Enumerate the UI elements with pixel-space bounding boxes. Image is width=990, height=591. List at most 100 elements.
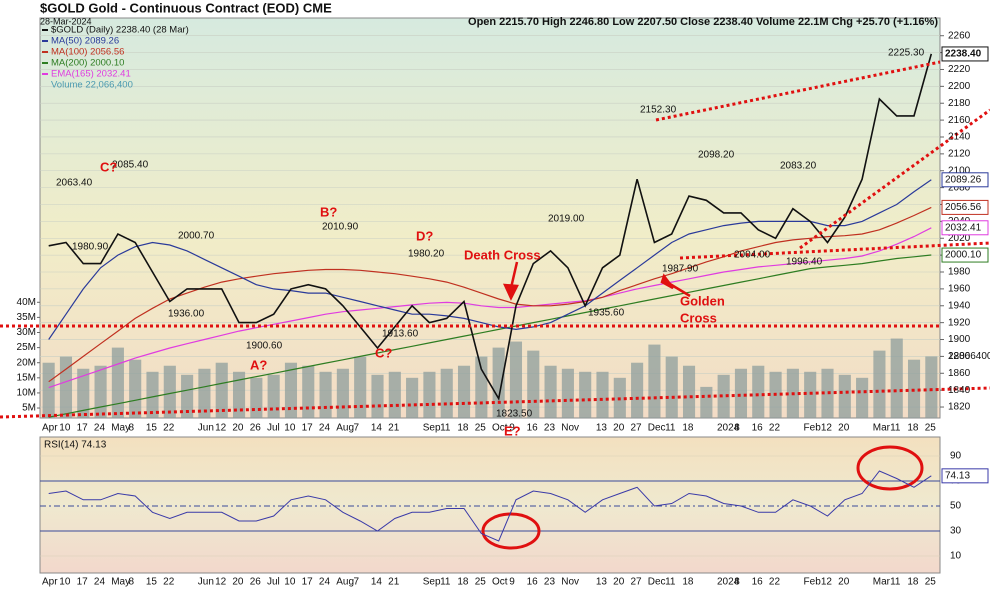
x-tick-label: May: [111, 423, 130, 434]
volume-last-label: 22066400: [948, 351, 990, 362]
rsi-tick-label: 10: [950, 551, 962, 562]
legend-entry: MA(200) 2000.10: [51, 58, 124, 69]
volume-bar: [596, 371, 609, 418]
x-tick-label: 8: [734, 423, 740, 434]
volume-bar: [925, 356, 938, 418]
volume-bar: [77, 368, 90, 418]
x-tick-label: 20: [838, 577, 850, 588]
x-tick-label: 23: [544, 423, 556, 434]
x-tick-label: Oct: [492, 423, 508, 434]
x-tick-label: 17: [302, 577, 314, 588]
volume-bar: [111, 347, 124, 418]
x-tick-label: 26: [250, 577, 262, 588]
volume-bar: [267, 374, 280, 418]
x-tick-label: 8: [734, 577, 740, 588]
x-tick-label: 27: [630, 423, 642, 434]
x-tick-label: 16: [527, 423, 539, 434]
volume-tick-label: 35M: [17, 312, 36, 323]
last-value-label: 2238.40: [945, 49, 982, 60]
rsi-line: [48, 470, 932, 542]
x-tick-label: 9: [509, 423, 515, 434]
x-tick-label: 21: [388, 577, 400, 588]
price-annotation: 2098.20: [698, 150, 735, 161]
annotation-label: A?: [250, 357, 267, 372]
rsi-tick-label: 30: [950, 526, 962, 537]
series-line: [48, 206, 932, 383]
y-tick-label: 1880: [948, 351, 971, 362]
price-annotation: 1935.60: [588, 308, 625, 319]
last-value-box: [941, 199, 989, 215]
x-tick-label: 18: [682, 577, 694, 588]
rsi-tick-label: 50: [950, 501, 962, 512]
legend-swatch: [42, 40, 48, 42]
annotation-label: E?: [504, 423, 521, 438]
volume-bar: [648, 344, 661, 418]
rsi-panel: [39, 436, 941, 574]
x-tick-label: 11: [890, 577, 901, 588]
last-value-box: [941, 247, 989, 263]
x-tick-label: Feb: [804, 577, 822, 588]
x-tick-label: 22: [163, 423, 175, 434]
x-tick-label: 24: [319, 577, 331, 588]
x-tick-label: 18: [907, 423, 919, 434]
last-value-label: 2032.41: [945, 222, 982, 233]
volume-bar: [544, 365, 557, 418]
x-tick-label: 18: [907, 577, 919, 588]
x-tick-label: 20: [838, 423, 850, 434]
y-tick-label: 1900: [948, 334, 971, 345]
volume-tick-label: 20M: [17, 357, 36, 368]
volume-bar: [856, 377, 869, 418]
x-tick-label: 2024: [717, 423, 740, 434]
y-tick-label: 1860: [948, 368, 971, 379]
series-line: [48, 53, 933, 401]
x-tick-label: 8: [129, 577, 135, 588]
legend-entry: $GOLD (Daily) 2238.40 (28 Mar): [51, 25, 189, 36]
legend-swatch: [42, 29, 48, 31]
x-tick-label: Apr: [42, 577, 58, 588]
volume-bar: [700, 386, 713, 418]
volume-bar: [561, 368, 574, 418]
volume-bar: [890, 338, 903, 418]
volume-tick-label: 5M: [22, 403, 36, 414]
annotation-label: B?: [320, 204, 337, 219]
annotation-label: C?: [375, 345, 392, 360]
x-tick-label: Sep: [423, 423, 441, 434]
x-tick-label: 10: [59, 423, 71, 434]
annotation-label: Golden: [680, 293, 725, 308]
x-tick-label: 20: [613, 423, 625, 434]
volume-bar: [665, 356, 678, 418]
volume-bar: [215, 362, 228, 418]
volume-bar: [319, 371, 332, 418]
volume-bar: [873, 350, 886, 418]
price-annotation: 2085.40: [112, 160, 149, 171]
volume-bar: [631, 362, 644, 418]
volume-bar: [232, 371, 246, 418]
price-annotation: 1913.60: [382, 329, 419, 340]
x-tick-label: May: [111, 577, 130, 588]
x-tick-label: 18: [457, 577, 469, 588]
x-tick-label: 7: [354, 577, 360, 588]
volume-bar: [734, 368, 748, 418]
x-tick-label: 15: [146, 577, 158, 588]
price-annotation: 2225.30: [888, 48, 925, 59]
x-tick-label: 7: [354, 423, 360, 434]
x-tick-label: Oct: [492, 577, 508, 588]
annotation-label: Death Cross: [464, 247, 541, 262]
x-tick-label: 24: [319, 423, 331, 434]
rsi-last-label: 74.13: [945, 470, 970, 481]
x-tick-label: 12: [821, 577, 833, 588]
volume-bar: [388, 371, 401, 418]
x-tick-label: 27: [630, 577, 642, 588]
y-tick-label: 1840: [948, 385, 971, 396]
annotation-label: C?: [100, 159, 117, 174]
price-annotation: 2000.70: [178, 231, 215, 242]
y-tick-label: 2120: [948, 149, 971, 160]
legend-entry: MA(50) 2089.26: [51, 36, 119, 47]
x-tick-label: Feb: [804, 423, 822, 434]
price-annotation: 2004.00: [734, 250, 771, 261]
date: 28-Mar-2024: [40, 16, 92, 26]
volume-bar: [440, 368, 453, 418]
volume-bar: [475, 356, 488, 418]
volume-bar: [509, 341, 523, 418]
y-tick-label: 2140: [948, 132, 971, 143]
